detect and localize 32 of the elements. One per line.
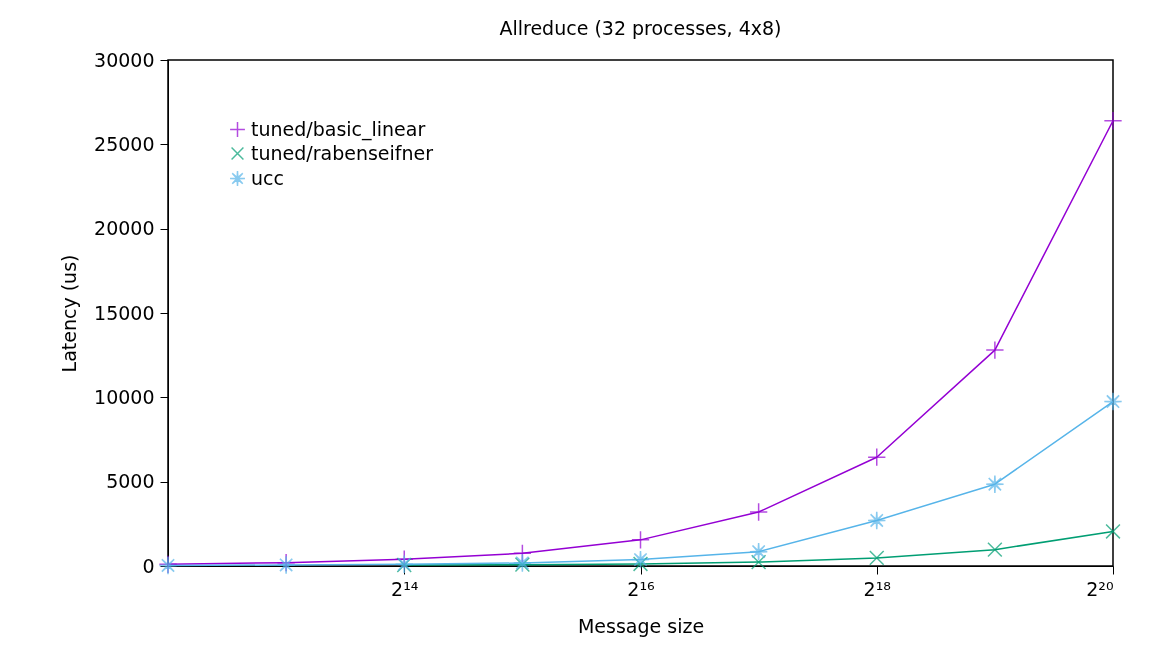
y-axis-title: Latency (us)	[58, 254, 81, 373]
x-tick-label: 2¹⁶	[627, 577, 655, 600]
point	[985, 340, 1005, 360]
y-tick-label: 10000	[94, 385, 155, 408]
legend-label: tuned/basic_linear	[251, 117, 426, 141]
point	[1103, 111, 1123, 131]
point	[750, 554, 767, 570]
point	[869, 550, 885, 566]
point	[867, 511, 887, 530]
y-tick-label: 25000	[94, 132, 155, 155]
point	[985, 474, 1005, 494]
y-tick-label: 15000	[94, 301, 155, 324]
chart-title: Allreduce (32 processes, 4x8)	[499, 17, 782, 39]
y-tick-label: 20000	[94, 217, 155, 240]
point	[987, 541, 1003, 558]
x-tick-label: 2¹⁴	[391, 577, 419, 600]
point	[632, 556, 649, 572]
legend-label: tuned/rabenseifner	[251, 141, 434, 164]
point	[1105, 523, 1121, 540]
x-tick-label: 2¹⁸	[863, 577, 891, 600]
point	[631, 550, 650, 569]
x-tick-label: 2²⁰	[1086, 577, 1114, 600]
point	[867, 447, 887, 467]
point	[749, 502, 769, 522]
legend-label: ucc	[251, 166, 284, 189]
y-tick-label: 0	[142, 554, 155, 577]
y-tick-label: 30000	[94, 48, 155, 71]
point	[1103, 392, 1123, 411]
x-axis-title: Message size	[577, 614, 705, 637]
point	[749, 542, 769, 562]
y-tick-label: 5000	[106, 470, 155, 493]
point	[631, 530, 650, 550]
